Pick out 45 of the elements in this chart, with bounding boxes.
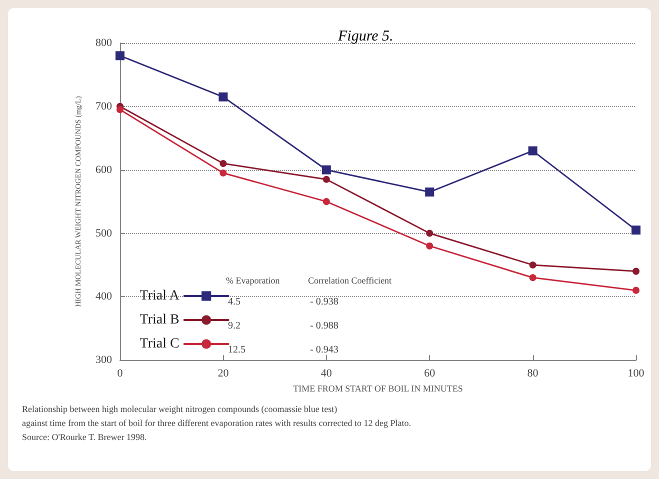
y-tick-label: 300 <box>96 354 112 366</box>
x-axis-title: TIME FROM START OF BOIL IN MINUTES <box>293 384 463 394</box>
chart-title: Figure 5. <box>337 28 394 44</box>
point <box>425 188 434 197</box>
y-tick-label: 400 <box>96 290 112 303</box>
x-tick-label: 0 <box>117 368 124 380</box>
annotation: - 0.988 <box>310 320 338 332</box>
text: Relationship between high molecular weight nitrogen compounds (coomassie blue test) <box>22 403 338 416</box>
point <box>632 286 640 294</box>
legend-label: Trial A <box>140 288 180 304</box>
annotation: - 0.943 <box>310 344 338 356</box>
annotation: % Evaporation <box>226 276 280 286</box>
annotation: - 0.938 <box>310 296 338 308</box>
annotation: 4.5 <box>228 296 240 308</box>
y-tick-label: 700 <box>96 100 112 112</box>
point <box>220 170 227 177</box>
source-note: Source: O'Rourke T. Brewer 1998. <box>22 431 148 444</box>
annotation: 12.5 <box>228 344 246 356</box>
point <box>322 176 330 183</box>
text: against time from the start of boil for three different evaporation rates with results corrected to 12 deg Plato. <box>22 417 412 430</box>
point <box>116 106 124 114</box>
point <box>632 268 640 275</box>
x-tick-label: 60 <box>424 368 436 380</box>
x-tick-label: 100 <box>628 368 645 380</box>
point <box>426 230 434 237</box>
point <box>632 226 640 235</box>
legend-label: Trial C <box>140 336 180 352</box>
legend-label: Trial B <box>140 312 180 328</box>
point <box>218 92 228 102</box>
y-tick-label: 800 <box>96 37 112 49</box>
annotation: 9.2 <box>228 320 240 332</box>
point <box>220 160 227 167</box>
y-tick-label: 600 <box>96 164 112 176</box>
point <box>322 165 331 174</box>
point <box>116 51 124 60</box>
y-tick-label: 500 <box>96 227 112 240</box>
point <box>529 274 536 282</box>
x-tick-label: 80 <box>527 368 539 380</box>
point <box>426 242 434 250</box>
point <box>322 198 330 206</box>
annotation: Correlation Coefficient <box>308 276 392 286</box>
point <box>528 146 538 156</box>
point <box>529 261 536 268</box>
x-tick-label: 40 <box>320 368 332 380</box>
x-tick-label: 20 <box>218 368 230 380</box>
